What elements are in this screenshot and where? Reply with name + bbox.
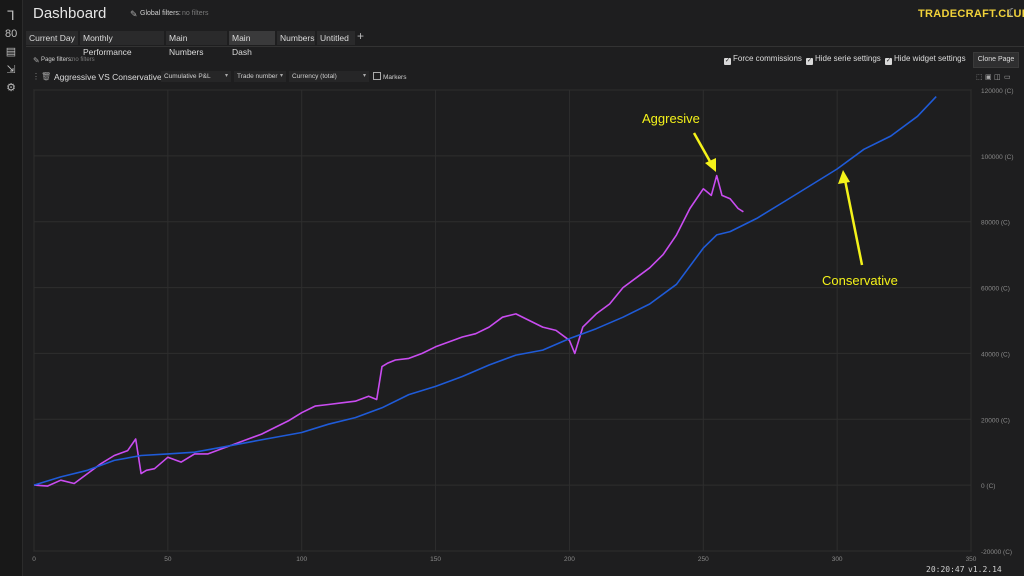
series-line-conservative bbox=[33, 96, 937, 486]
x-tick-label: 0 bbox=[32, 556, 36, 563]
hide-serie-settings-checkbox[interactable]: ✓ Hide serie settings bbox=[806, 54, 881, 65]
check-icon: ✓ bbox=[885, 58, 892, 65]
x-axis-select-value: Trade number bbox=[237, 73, 278, 80]
y-tick-label: 40000 (C) bbox=[981, 351, 1010, 358]
chevron-down-icon: ▾ bbox=[362, 73, 366, 79]
hide-widget-settings-label: Hide widget settings bbox=[894, 54, 966, 63]
header: Dashboard ✎ Global filters: no filters T… bbox=[22, 0, 1024, 30]
sidebar: Ꞁ 80 ▤ ⇲ ⚙ bbox=[0, 0, 23, 576]
trash-icon[interactable]: 🗑 bbox=[41, 72, 52, 81]
hide-serie-settings-label: Hide serie settings bbox=[815, 54, 881, 63]
y-tick-label: 80000 (C) bbox=[981, 220, 1010, 227]
chevron-down-icon: ▾ bbox=[279, 73, 283, 79]
pencil-icon[interactable]: ✎ bbox=[130, 9, 138, 19]
metric-select[interactable]: Cumulative P&L ▾ bbox=[161, 71, 231, 82]
tab-untitled[interactable]: Untitled bbox=[317, 31, 355, 45]
clone-page-button[interactable]: Clone Page bbox=[973, 52, 1019, 68]
tab-numbers[interactable]: Numbers bbox=[277, 31, 315, 45]
markers-label: Markers bbox=[383, 74, 407, 81]
collapse-icon[interactable]: ▭ bbox=[1004, 74, 1011, 81]
clock: 20:20:47 bbox=[926, 565, 965, 574]
y-tick-label: 100000 (C) bbox=[981, 154, 1014, 161]
zoom-icon[interactable]: ⬚ bbox=[976, 74, 983, 81]
x-axis-select[interactable]: Trade number ▾ bbox=[234, 71, 286, 82]
page-filters-label[interactable]: Page filters: bbox=[41, 57, 73, 63]
x-tick-label: 300 bbox=[832, 556, 843, 563]
arrow-conservative bbox=[843, 179, 864, 266]
tab-current-day[interactable]: Current Day bbox=[26, 31, 78, 45]
x-tick-label: 250 bbox=[698, 556, 709, 563]
metric-select-value: Cumulative P&L bbox=[164, 73, 211, 80]
drag-handle-icon[interactable]: ⋮⋮ bbox=[32, 72, 48, 81]
tab-monthly-performance[interactable]: Monthly Performance bbox=[80, 31, 164, 57]
logo-icon[interactable]: Ꞁ bbox=[7, 8, 15, 23]
x-axis-ticks: 0 50 100 150 200 250 300 350 bbox=[32, 556, 977, 563]
x-tick-label: 350 bbox=[966, 556, 977, 563]
force-commissions-label: Force commissions bbox=[733, 54, 802, 63]
x-tick-label: 150 bbox=[430, 556, 441, 563]
y-tick-label: 120000 (C) bbox=[981, 88, 1014, 95]
add-tab-icon[interactable]: + bbox=[357, 29, 365, 43]
x-tick-label: 100 bbox=[296, 556, 307, 563]
page-filters-value: no filters bbox=[72, 57, 95, 63]
widget-toolbar: ⋮⋮ 🗑 Aggressive VS Conservative Cumulati… bbox=[28, 70, 1018, 84]
version: v1.2.14 bbox=[968, 565, 1002, 574]
layout-icon[interactable]: ▣ bbox=[985, 74, 992, 81]
y-tick-label: 60000 (C) bbox=[981, 286, 1010, 293]
arrow-aggressive bbox=[692, 132, 714, 166]
brand-logo[interactable]: TRADECRAFT.CLUB bbox=[918, 8, 1024, 20]
series-line-aggressive bbox=[33, 174, 744, 487]
annotation-aggressive: Aggresive bbox=[642, 111, 700, 126]
global-filters-value: no filters bbox=[182, 10, 209, 17]
chart-grid bbox=[33, 89, 972, 552]
x-tick-label: 200 bbox=[564, 556, 575, 563]
annotations: Aggresive Conservative bbox=[642, 111, 898, 288]
dashboard-icon[interactable]: 80 bbox=[5, 28, 18, 40]
arrowhead-aggressive bbox=[705, 158, 716, 172]
unit-select[interactable]: Currency (total) ▾ bbox=[289, 71, 369, 82]
moon-icon[interactable]: ☾ bbox=[1007, 6, 1018, 20]
tab-main-numbers[interactable]: Main Numbers bbox=[166, 31, 227, 57]
check-icon: ✓ bbox=[806, 58, 813, 65]
plot-frame bbox=[33, 89, 972, 552]
tab-divider bbox=[26, 46, 1024, 47]
hide-widget-settings-checkbox[interactable]: ✓ Hide widget settings bbox=[885, 54, 966, 65]
y-tick-label: -20000 (C) bbox=[981, 549, 1012, 556]
chevron-down-icon: ▾ bbox=[224, 73, 228, 79]
force-commissions-checkbox[interactable]: ✓ Force commissions bbox=[724, 54, 802, 65]
widget-title[interactable]: Aggressive VS Conservative bbox=[54, 72, 162, 82]
import-icon[interactable]: ⇲ bbox=[6, 64, 16, 76]
x-tick-label: 50 bbox=[164, 556, 172, 563]
pencil-icon[interactable]: ✎ bbox=[33, 56, 40, 65]
y-tick-label: 0 (C) bbox=[981, 483, 995, 490]
global-filters-label[interactable]: Global filters: bbox=[140, 10, 181, 17]
chart-lines bbox=[33, 96, 937, 487]
page-title: Dashboard bbox=[33, 5, 107, 22]
tab-main-dash[interactable]: Main Dash bbox=[229, 31, 275, 57]
annotation-conservative: Conservative bbox=[822, 273, 898, 288]
y-tick-label: 20000 (C) bbox=[981, 417, 1010, 424]
y-axis-ticks: 120000 (C) 100000 (C) 80000 (C) 60000 (C) 40… bbox=[981, 88, 1014, 556]
settings-icon[interactable]: ⚙ bbox=[6, 82, 16, 94]
journal-icon[interactable]: ▤ bbox=[5, 46, 17, 58]
arrowhead-conservative bbox=[838, 170, 850, 184]
checkbox-empty-icon bbox=[373, 72, 381, 80]
unit-select-value: Currency (total) bbox=[292, 73, 337, 80]
markers-checkbox[interactable]: Markers bbox=[373, 72, 406, 81]
check-icon: ✓ bbox=[724, 58, 731, 65]
split-icon[interactable]: ◫ bbox=[994, 74, 1001, 81]
